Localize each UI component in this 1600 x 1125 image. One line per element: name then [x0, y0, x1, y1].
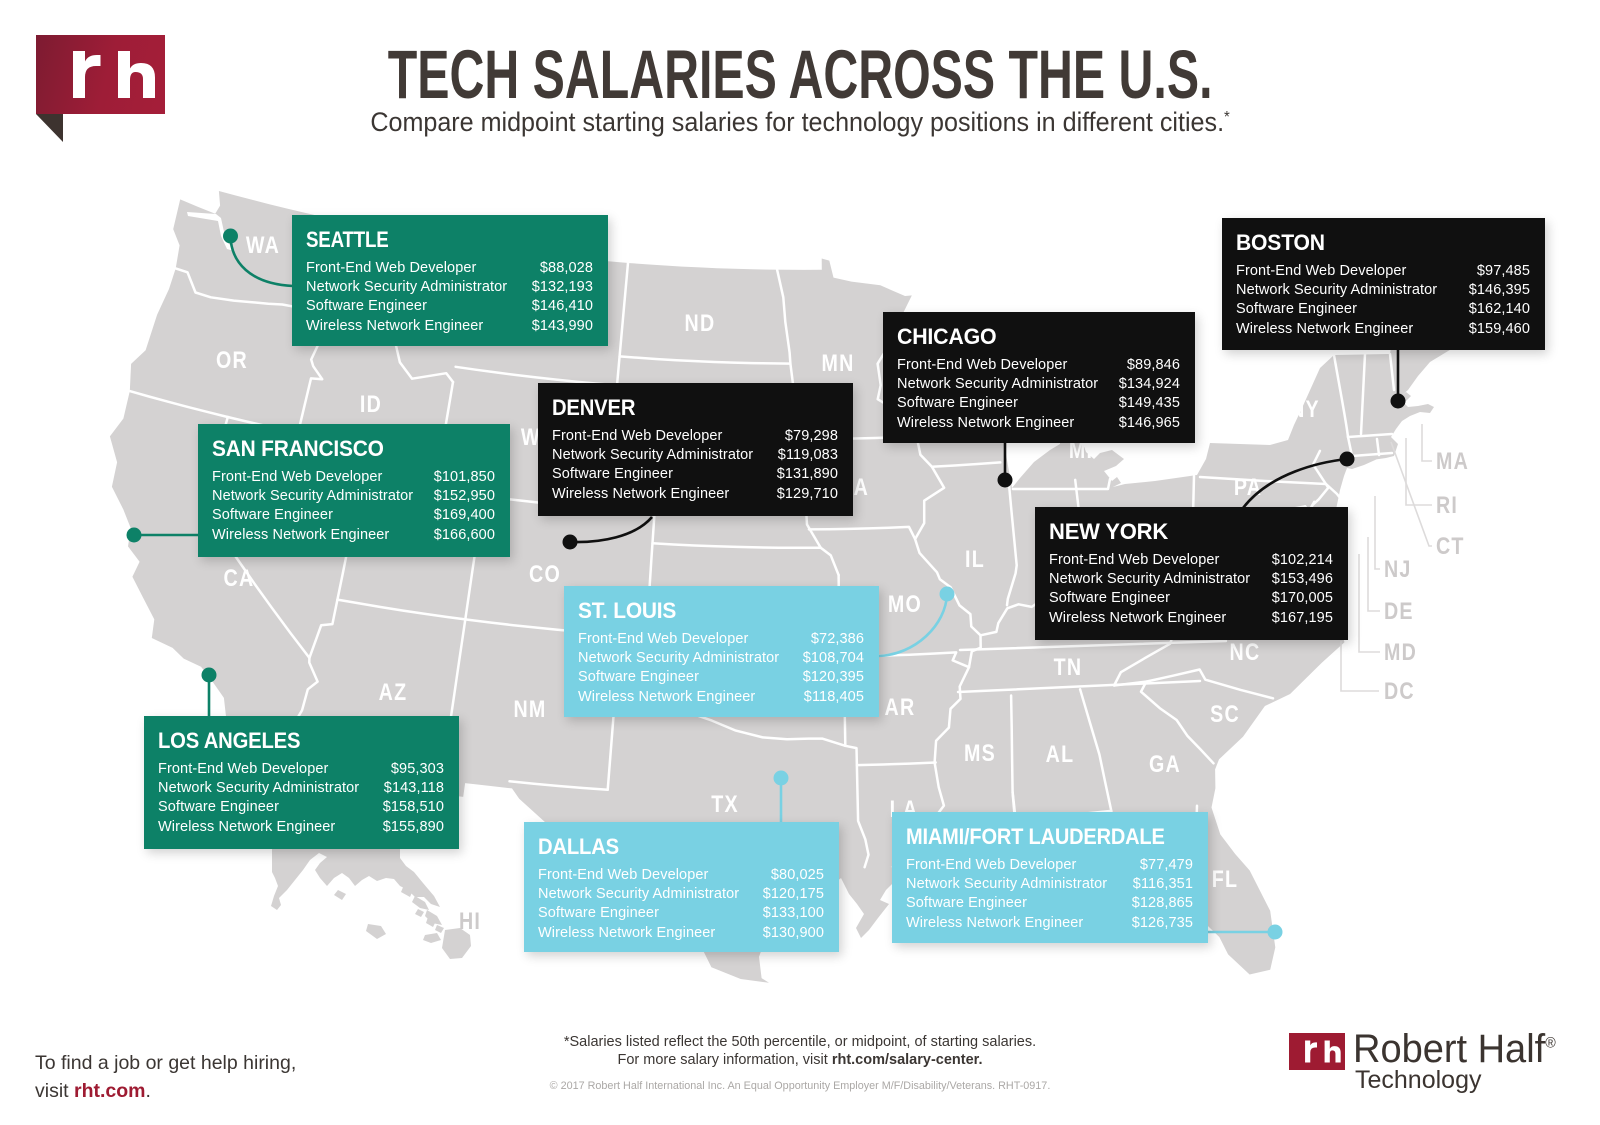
svg-text:PA: PA: [1234, 473, 1262, 500]
svg-text:CA: CA: [224, 564, 255, 591]
svg-text:MS: MS: [964, 739, 996, 766]
svg-text:CO: CO: [529, 560, 561, 587]
svg-text:AZ: AZ: [379, 678, 408, 705]
svg-text:MO: MO: [888, 590, 922, 617]
svg-text:GA: GA: [1149, 750, 1181, 777]
svg-text:NC: NC: [1230, 638, 1261, 665]
svg-text:TN: TN: [1054, 653, 1083, 680]
svg-text:ND: ND: [685, 309, 716, 336]
svg-text:MN: MN: [821, 349, 854, 376]
svg-text:SC: SC: [1210, 700, 1240, 727]
svg-text:OR: OR: [216, 346, 248, 373]
svg-text:RI: RI: [1436, 491, 1458, 518]
svg-text:ID: ID: [360, 390, 382, 417]
svg-text:IL: IL: [965, 545, 985, 572]
svg-text:WA: WA: [246, 231, 280, 258]
svg-text:MA: MA: [1436, 447, 1469, 474]
svg-text:DE: DE: [1384, 597, 1414, 624]
svg-text:NM: NM: [513, 695, 546, 722]
svg-text:NJ: NJ: [1384, 555, 1412, 582]
svg-text:FL: FL: [1212, 865, 1238, 892]
svg-text:NY: NY: [1290, 395, 1320, 422]
svg-text:HI: HI: [459, 907, 481, 934]
svg-text:AR: AR: [885, 693, 916, 720]
svg-text:CT: CT: [1436, 532, 1465, 559]
svg-text:MD: MD: [1384, 638, 1417, 665]
svg-text:TX: TX: [711, 790, 739, 817]
svg-text:AL: AL: [1046, 740, 1075, 767]
svg-text:DC: DC: [1384, 677, 1415, 704]
